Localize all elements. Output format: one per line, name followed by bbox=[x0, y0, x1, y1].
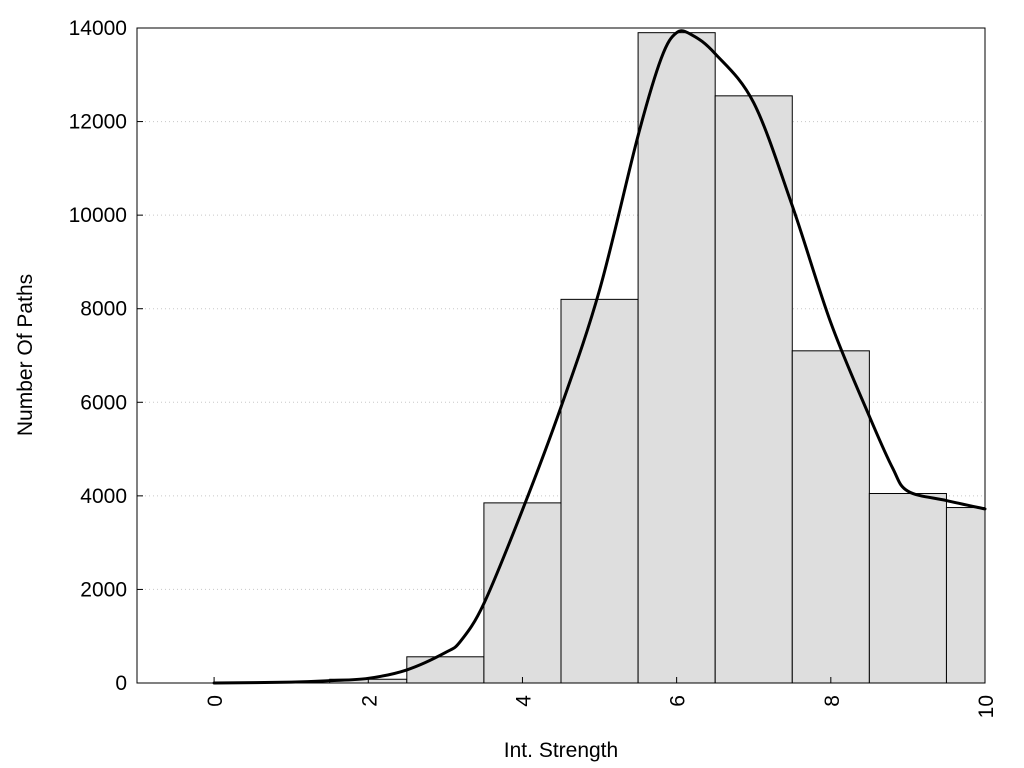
x-axis-label: Int. Strength bbox=[504, 739, 618, 762]
y-tick-label: 2000 bbox=[80, 578, 127, 601]
y-axis-ticks: 0 2000 4000 6000 8000 10000 12000 14000 bbox=[69, 17, 143, 695]
y-tick-label: 10000 bbox=[69, 204, 127, 227]
histogram-bar bbox=[868, 493, 947, 684]
y-axis-label: Number Of Paths bbox=[14, 274, 37, 436]
y-tick-label: 12000 bbox=[69, 111, 127, 134]
x-axis-ticks: 0 2 4 6 8 10 bbox=[204, 677, 998, 718]
histogram-bar bbox=[791, 350, 870, 684]
histogram-bar bbox=[714, 95, 793, 684]
histogram-bar bbox=[483, 502, 562, 684]
density-curve bbox=[212, 29, 987, 685]
x-tick-label: 4 bbox=[512, 695, 535, 707]
x-tick-label: 0 bbox=[204, 695, 227, 707]
x-tick-label: 10 bbox=[975, 695, 998, 718]
histogram-bar bbox=[637, 32, 716, 684]
y-tick-label: 14000 bbox=[69, 17, 127, 40]
bars bbox=[329, 32, 986, 684]
y-tick-label: 4000 bbox=[80, 485, 127, 508]
y-tick-label: 8000 bbox=[80, 298, 127, 321]
x-tick-label: 8 bbox=[821, 695, 844, 707]
x-tick-label: 2 bbox=[358, 695, 381, 707]
histogram-bar bbox=[945, 507, 986, 684]
plot-frame bbox=[136, 27, 986, 684]
x-tick-label: 6 bbox=[667, 695, 690, 707]
y-tick-label: 6000 bbox=[80, 391, 127, 414]
histogram-bar bbox=[560, 298, 639, 684]
y-tick-label: 0 bbox=[115, 672, 127, 695]
histogram-bar bbox=[406, 656, 485, 684]
